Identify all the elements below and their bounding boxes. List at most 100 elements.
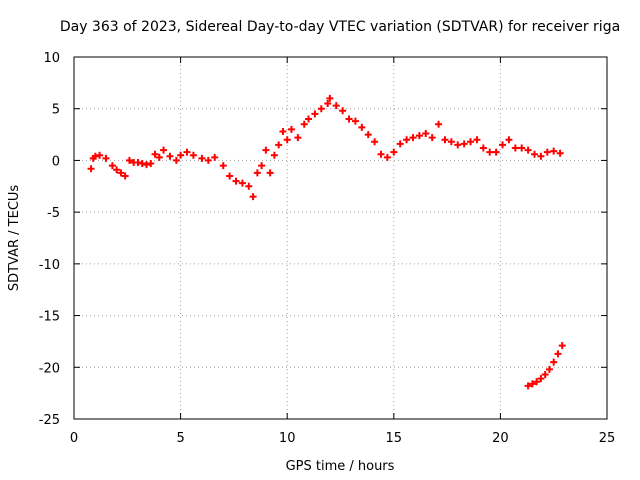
x-tick-label: 10	[279, 431, 296, 446]
data-point	[177, 151, 185, 159]
data-point	[556, 149, 564, 157]
data-point	[403, 136, 411, 144]
data-point	[396, 140, 404, 148]
data-point	[219, 162, 227, 170]
x-tick-label: 25	[599, 431, 616, 446]
data-point	[305, 115, 313, 123]
y-tick-label: -10	[39, 258, 60, 273]
data-point	[460, 140, 468, 148]
data-point	[541, 371, 549, 379]
data-point	[117, 169, 125, 177]
data-point	[102, 154, 110, 162]
y-tick-label: -20	[39, 361, 60, 376]
data-point	[492, 148, 500, 156]
data-point	[467, 138, 475, 146]
y-axis-label: SDTVAR / TECUs	[7, 185, 22, 292]
data-point	[358, 123, 366, 131]
data-point	[339, 107, 347, 115]
data-point	[300, 120, 308, 128]
x-tick-label: 20	[492, 431, 509, 446]
data-point	[87, 165, 95, 173]
data-point	[232, 177, 240, 185]
data-point	[147, 160, 155, 168]
y-tick-label: 10	[43, 51, 60, 66]
data-point	[238, 179, 246, 187]
data-point	[226, 172, 234, 180]
data-point	[537, 375, 545, 383]
data-point	[473, 136, 481, 144]
grid	[74, 57, 607, 419]
data-point	[204, 156, 212, 164]
data-point	[189, 151, 197, 159]
data-point	[183, 148, 191, 156]
data-point	[142, 161, 150, 169]
data-point	[528, 380, 536, 388]
data-point	[524, 146, 532, 154]
data-point	[138, 160, 146, 168]
data-point	[317, 105, 325, 113]
y-tick-label: -25	[39, 413, 60, 428]
data-point	[249, 193, 257, 201]
data-point	[270, 151, 278, 159]
data-point	[364, 131, 372, 139]
data-point	[160, 146, 168, 154]
data-point	[198, 154, 206, 162]
x-axis-label: GPS time / hours	[286, 459, 395, 474]
data-point	[533, 378, 541, 386]
data-point	[113, 166, 121, 174]
data-point	[266, 169, 274, 177]
data-point	[447, 138, 455, 146]
data-point	[351, 117, 359, 125]
data-point	[371, 138, 379, 146]
y-tick-label: -15	[39, 310, 60, 325]
series-sdtvar	[87, 94, 564, 201]
data-point	[134, 158, 142, 166]
data-point	[454, 141, 462, 149]
data-point	[543, 148, 551, 156]
data-point	[287, 125, 295, 133]
data-point	[486, 148, 494, 156]
data-point	[311, 110, 319, 118]
data-point	[554, 350, 562, 358]
data-point	[428, 134, 436, 142]
data-point	[545, 365, 553, 373]
data-point	[558, 342, 566, 350]
x-tick-label: 15	[386, 431, 403, 446]
data-point	[415, 132, 423, 140]
chart-title: Day 363 of 2023, Sidereal Day-to-day VTE…	[60, 19, 620, 35]
data-point	[279, 127, 287, 135]
data-point	[377, 150, 385, 158]
data-point	[441, 136, 449, 144]
plot-frame	[73, 56, 608, 420]
y-tick-labels: -25 -20 -15 -10 -5 0 5 10	[39, 51, 60, 428]
data-point	[211, 153, 219, 161]
data-point	[245, 182, 253, 190]
data-point	[435, 120, 443, 128]
data-point	[253, 169, 261, 177]
data-point	[511, 144, 519, 152]
data-point	[550, 358, 558, 366]
data-point	[422, 130, 430, 138]
data-point	[283, 136, 291, 144]
data-point	[151, 150, 159, 158]
data-points	[87, 94, 566, 390]
data-point	[537, 152, 545, 160]
data-point	[505, 136, 513, 144]
data-point	[275, 141, 283, 149]
y-tick-label: -5	[47, 206, 60, 221]
data-point	[479, 144, 487, 152]
data-point	[262, 146, 270, 154]
y-tick-label: 0	[52, 154, 60, 169]
data-point	[332, 102, 340, 110]
data-point	[383, 153, 391, 161]
data-point	[324, 100, 332, 108]
x-tick-label: 5	[176, 431, 184, 446]
data-point	[499, 141, 507, 149]
x-tick-label: 0	[70, 431, 78, 446]
data-point	[294, 134, 302, 142]
data-point	[326, 94, 334, 102]
data-point	[121, 172, 129, 180]
data-point	[108, 162, 116, 170]
data-point	[155, 153, 163, 161]
